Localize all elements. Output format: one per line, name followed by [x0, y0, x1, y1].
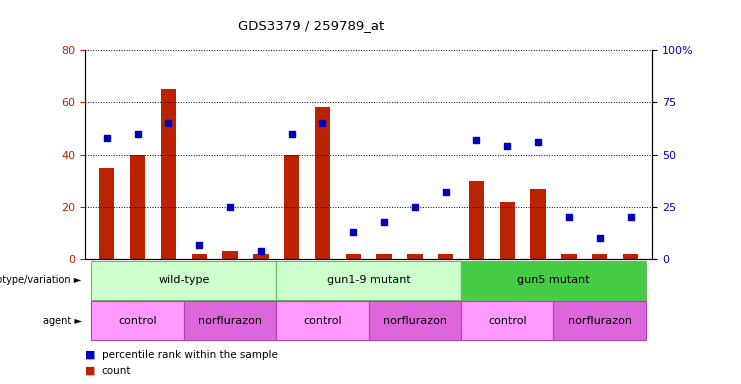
Point [439, 189, 451, 195]
Point [224, 204, 236, 210]
Point [348, 229, 359, 235]
Text: control: control [488, 316, 527, 326]
Bar [91, 261, 276, 300]
Bar [461, 301, 554, 340]
Bar [91, 301, 184, 340]
Bar [191, 254, 207, 259]
Bar [184, 301, 276, 340]
Text: norflurazon: norflurazon [383, 316, 447, 326]
Text: ■: ■ [85, 350, 96, 360]
Bar [531, 189, 546, 259]
Text: norflurazon: norflurazon [568, 316, 632, 326]
Point [316, 120, 328, 126]
Point [594, 235, 605, 242]
Point [532, 139, 544, 145]
Bar [438, 254, 453, 259]
Text: control: control [119, 316, 157, 326]
Bar [592, 254, 608, 259]
Text: genotype/variation ►: genotype/variation ► [0, 275, 82, 285]
Bar [284, 155, 299, 259]
Point [378, 218, 390, 225]
Point [101, 135, 113, 141]
Bar [276, 261, 461, 300]
Point [193, 242, 205, 248]
Point [132, 131, 144, 137]
Text: wild-type: wild-type [158, 275, 210, 285]
Bar [369, 301, 461, 340]
Bar [561, 254, 576, 259]
Bar [345, 254, 361, 259]
Point [625, 214, 637, 220]
Point [255, 248, 267, 254]
Text: agent ►: agent ► [43, 316, 82, 326]
Point [563, 214, 575, 220]
Bar [623, 254, 638, 259]
Point [162, 120, 174, 126]
Text: GDS3379 / 259789_at: GDS3379 / 259789_at [238, 19, 385, 32]
Text: percentile rank within the sample: percentile rank within the sample [102, 350, 277, 360]
Point [286, 131, 298, 137]
Bar [161, 89, 176, 259]
Bar [99, 168, 114, 259]
Bar [469, 181, 484, 259]
Point [502, 143, 514, 149]
Text: gun5 mutant: gun5 mutant [517, 275, 590, 285]
Text: count: count [102, 366, 131, 376]
Bar [222, 252, 238, 259]
Text: control: control [303, 316, 342, 326]
Text: gun1-9 mutant: gun1-9 mutant [327, 275, 411, 285]
Bar [461, 261, 646, 300]
Point [471, 137, 482, 143]
Point [409, 204, 421, 210]
Bar [499, 202, 515, 259]
Bar [253, 254, 268, 259]
Bar [407, 254, 422, 259]
Bar [315, 108, 330, 259]
Text: ■: ■ [85, 366, 96, 376]
Text: norflurazon: norflurazon [198, 316, 262, 326]
Bar [276, 301, 369, 340]
Bar [554, 301, 646, 340]
Bar [130, 155, 145, 259]
Bar [376, 254, 392, 259]
